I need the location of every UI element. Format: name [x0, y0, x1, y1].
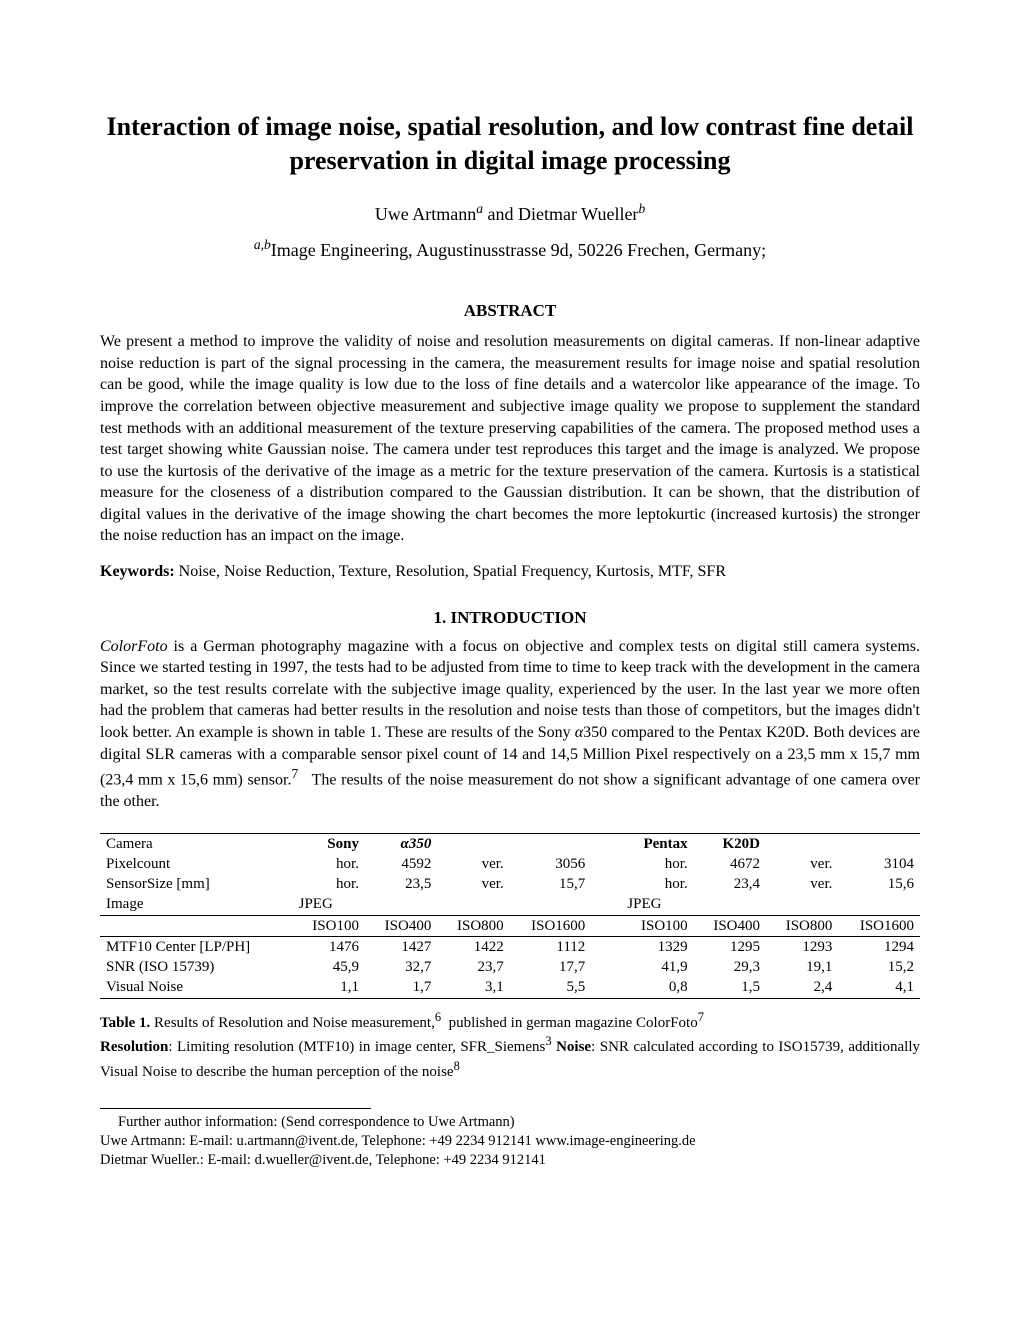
keywords: Keywords: Noise, Noise Reduction, Textur… [100, 561, 920, 583]
table-row: SNR (ISO 15739) 45,9 32,7 23,7 17,7 41,9… [100, 957, 920, 977]
table-row: Image JPEG JPEG [100, 894, 920, 915]
table-row: Camera Sony α350 Pentax K20D [100, 833, 920, 854]
abstract-text: We present a method to improve the valid… [100, 331, 920, 547]
section-heading-introduction: 1. INTRODUCTION [100, 607, 920, 630]
paper-title: Interaction of image noise, spatial reso… [100, 110, 920, 178]
table-row: Pixelcount hor. 4592 ver. 3056 hor. 4672… [100, 854, 920, 874]
abstract-heading: ABSTRACT [100, 300, 920, 323]
footnote-line: Further author information: (Send corres… [100, 1113, 920, 1132]
footnote-line: Dietmar Wueller.: E-mail: d.wueller@iven… [100, 1151, 920, 1170]
table-caption: Table 1. Results of Resolution and Noise… [100, 1009, 920, 1083]
table-row: ISO100 ISO400 ISO800 ISO1600 ISO100 ISO4… [100, 915, 920, 936]
keywords-text: Noise, Noise Reduction, Texture, Resolut… [175, 563, 726, 580]
results-table: Camera Sony α350 Pentax K20D Pixelcount … [100, 833, 920, 999]
keywords-label: Keywords: [100, 563, 175, 580]
table-row: SensorSize [mm] hor. 23,5 ver. 15,7 hor.… [100, 874, 920, 894]
affiliation: a,bImage Engineering, Augustinusstrasse … [100, 236, 920, 262]
introduction-paragraph: ColorFoto is a German photography magazi… [100, 636, 920, 813]
authors: Uwe Artmanna and Dietmar Wuellerb [100, 200, 920, 226]
footnote-line: Uwe Artmann: E-mail: u.artmann@ivent.de,… [100, 1132, 920, 1151]
table-row: MTF10 Center [LP/PH] 1476 1427 1422 1112… [100, 936, 920, 957]
table-row: Visual Noise 1,1 1,7 3,1 5,5 0,8 1,5 2,4… [100, 977, 920, 998]
footnote-rule [100, 1108, 371, 1109]
